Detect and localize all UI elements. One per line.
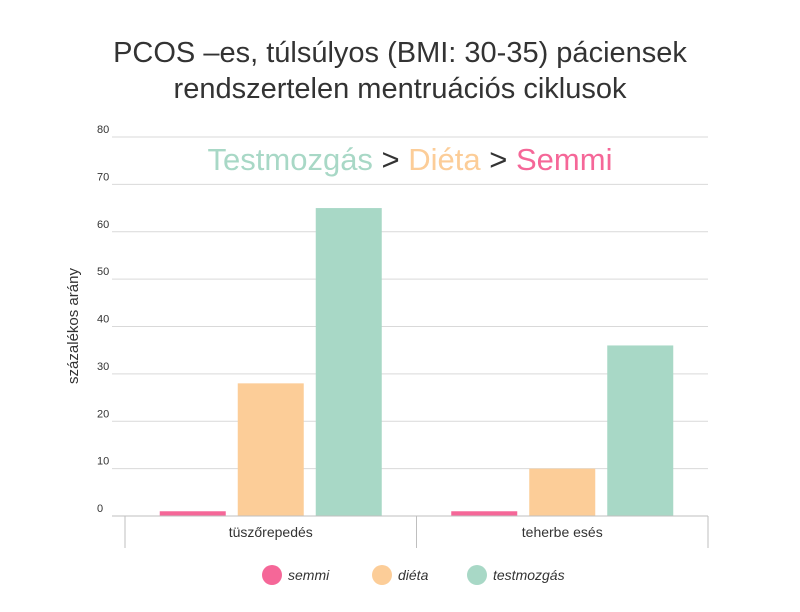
bar-semmi-0 (159, 511, 226, 516)
legend-marker-semmi (262, 565, 282, 585)
x-category-label: tüszőrepedés (229, 524, 313, 540)
chart-title-line-1: PCOS –es, túlsúlyos (BMI: 30-35) páciens… (113, 37, 687, 69)
chart-title-line-2: rendszertelen mentruációs ciklusok (174, 73, 627, 105)
bars (159, 208, 674, 516)
legend: semmi diéta testmozgás (262, 565, 565, 585)
y-tick-label: 0 (97, 503, 103, 515)
x-axis: tüszőrepedés teherbe esés (112, 515, 709, 548)
chart-subtitle: Testmozgás > Diéta > Semmi (208, 142, 613, 177)
y-tick-label: 10 (97, 456, 109, 468)
bar-semmi-1 (451, 511, 518, 516)
subtitle-part-1: > (373, 142, 408, 177)
bar-testmozgás-0 (315, 208, 382, 516)
y-tick-label: 20 (97, 408, 109, 420)
bar-testmozgás-1 (607, 345, 674, 516)
subtitle-part-2: Diéta (408, 142, 481, 177)
subtitle-part-0: Testmozgás (208, 142, 373, 177)
y-tick-label: 50 (97, 266, 109, 278)
bar-diéta-1 (529, 468, 596, 516)
subtitle-part-3: > (481, 142, 516, 177)
legend-marker-diéta (372, 565, 392, 585)
y-axis-ticks: 0 10 20 30 40 50 60 70 80 (97, 124, 109, 515)
legend-label-semmi: semmi (288, 567, 330, 583)
y-tick-label: 30 (97, 361, 109, 373)
legend-label-diéta: diéta (398, 567, 429, 583)
y-tick-label: 40 (97, 314, 109, 326)
legend-marker-testmozgás (467, 565, 487, 585)
gridlines (112, 136, 708, 470)
bar-diéta-0 (237, 383, 304, 516)
y-axis-label: százalékos arány (65, 268, 82, 384)
legend-label-testmozgás: testmozgás (493, 567, 565, 583)
y-tick-label: 70 (97, 171, 109, 183)
x-category-label: teherbe esés (522, 524, 603, 540)
y-tick-label: 60 (97, 219, 109, 231)
subtitle-part-4: Semmi (516, 142, 612, 177)
y-tick-label: 80 (97, 124, 109, 136)
